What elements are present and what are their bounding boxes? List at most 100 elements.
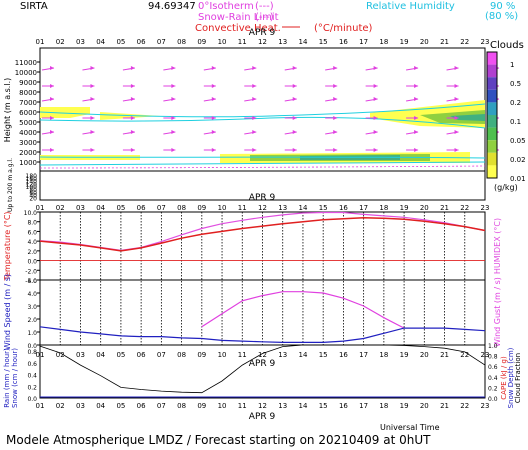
wind-arrow-head xyxy=(414,130,419,134)
colorbar-label: 0.1 xyxy=(510,118,521,126)
hour-label-bottom: 20 xyxy=(420,402,429,410)
cloud-colorbar: 1 0.5 0.2 0.1 0.05 0.02 0.01 xyxy=(486,51,526,183)
wind-arrow-head xyxy=(171,148,176,152)
hour-label-bottom: 12 xyxy=(258,402,267,410)
hour-label-mid: 19 xyxy=(400,204,409,212)
low-height-tick-label: 140 xyxy=(26,179,38,186)
wind-arrow-head xyxy=(50,84,54,88)
temp-tick-label: -4.0 xyxy=(25,278,37,285)
colorbar-frame xyxy=(486,51,498,179)
wind-arrow-head xyxy=(292,66,297,70)
hour-label-bottom: 16 xyxy=(339,402,348,410)
colorbar-swatch xyxy=(487,140,497,153)
hour-label-bottom: 08 xyxy=(177,402,186,410)
hour-label-mid: 22 xyxy=(460,204,469,212)
rain-tick-label: 0.8 xyxy=(27,349,37,356)
colorbar-swatch xyxy=(487,152,497,166)
hour-label-top: 03 xyxy=(76,38,85,46)
hour-label-rain: 01 xyxy=(36,351,45,359)
height-tick-label: 4000 xyxy=(19,129,37,137)
wind-arrow-head xyxy=(90,116,95,120)
snow-rain-limit-sample: (---) xyxy=(255,12,274,23)
hour-label-bottom: 07 xyxy=(157,402,166,410)
wind-arrow-head xyxy=(211,148,216,152)
wind-arrow-head xyxy=(414,66,419,70)
colorbar-swatch xyxy=(487,102,497,115)
rain-tick-label: 0.0 xyxy=(27,396,37,403)
hour-label-rain: 15 xyxy=(319,351,328,359)
low-height-tick-label: 160 xyxy=(26,176,38,183)
hour-label-bottom: 23 xyxy=(481,402,490,410)
wind-gust-axis-label: Wind Gust (m / s) xyxy=(493,277,502,347)
hour-label-bottom: 21 xyxy=(440,402,449,410)
cape-axis-label: CAPE (kJ / g) xyxy=(500,356,508,400)
wind-arrow-head xyxy=(130,97,135,101)
cloud-fraction-line xyxy=(39,344,486,394)
low-height-axis-label: Up to 200 m a.g.l. xyxy=(7,158,14,212)
wind-arrow-head xyxy=(252,84,257,88)
colorbar-label: 0.05 xyxy=(510,137,526,145)
colorbar-swatch xyxy=(487,127,497,141)
wind-arrow-head xyxy=(50,116,54,120)
rh-contour-upper xyxy=(39,103,486,118)
wind-arrow-head xyxy=(171,130,176,134)
cloud-patch-right-core xyxy=(450,114,485,121)
wind-arrow-head xyxy=(414,116,419,120)
wind-arrow-head xyxy=(454,130,459,134)
temp-tick-label: 10.0 xyxy=(24,210,38,217)
hour-label-rain: 04 xyxy=(96,351,105,359)
wind-arrow-head xyxy=(50,66,54,70)
colorbar-label: 0.5 xyxy=(510,80,521,88)
temp-tick-label: 8.0 xyxy=(27,220,37,227)
hour-label-bottom: 11 xyxy=(238,402,247,410)
hour-label-bottom: 02 xyxy=(56,402,65,410)
wind-arrow-head xyxy=(292,84,297,88)
hour-label-rain: 14 xyxy=(298,351,307,359)
wind-arrow-head xyxy=(130,116,135,120)
height-tick-label: 2000 xyxy=(19,149,37,157)
hour-label-mid: 14 xyxy=(298,204,307,212)
hour-label-top: 22 xyxy=(460,38,469,46)
wind-arrow-head xyxy=(90,130,95,134)
cloud-tick-label: 0.0 xyxy=(488,396,498,403)
wind-arrow-head xyxy=(454,148,459,152)
zero-isotherm-label: 0°Isotherm xyxy=(198,1,254,12)
height-tick-label: 5000 xyxy=(19,119,37,127)
zero-isotherm-line xyxy=(39,165,486,169)
wind-arrow-head xyxy=(252,116,257,120)
cloud-patch-left xyxy=(40,107,90,118)
colorbar-label: 1 xyxy=(510,61,514,69)
wind-arrow-head xyxy=(211,130,216,134)
wind-tick-label: 3.0 xyxy=(27,304,37,311)
hour-label-mid: 11 xyxy=(238,204,247,212)
wind-arrow-head xyxy=(454,66,459,70)
wind-arrow-head xyxy=(252,97,257,101)
height-tick-label: 8000 xyxy=(19,89,37,97)
wind-arrow-head xyxy=(333,84,338,88)
wind-arrow-head xyxy=(90,66,95,70)
wind-tick-label: 1.0 xyxy=(27,330,37,337)
convective-heat-unit: (°C/minute) xyxy=(314,23,373,34)
rh-contour-low xyxy=(39,156,486,159)
wind-arrow-head xyxy=(454,84,459,88)
wind-arrow-head xyxy=(373,84,378,88)
temp-tick-label: 0.0 xyxy=(27,259,37,266)
height-tick-label: 1000 xyxy=(19,159,37,167)
wind-arrow-head xyxy=(130,130,135,134)
temp-tick-label: 4.0 xyxy=(27,239,37,246)
wind-arrow-head xyxy=(211,84,216,88)
hour-label-bottom: 03 xyxy=(76,402,85,410)
hour-label-mid: 20 xyxy=(420,204,429,212)
hour-label-mid: 05 xyxy=(116,204,125,212)
wind-arrow-head xyxy=(333,130,338,134)
height-tick-label: 11000 xyxy=(15,59,37,67)
hour-label-mid: 15 xyxy=(319,204,328,212)
hour-label-top: 10 xyxy=(218,38,227,46)
cloud-tick-label: 0.4 xyxy=(488,375,498,382)
hour-label-bottom: 22 xyxy=(460,402,469,410)
hour-label-mid: 23 xyxy=(481,204,490,212)
hour-label-rain: 22 xyxy=(460,351,469,359)
low-height-tick-label: 120 xyxy=(26,181,38,188)
cloud-fraction-axis-label: Cloud Fraction xyxy=(514,353,522,403)
hour-label-mid: 08 xyxy=(177,204,186,212)
